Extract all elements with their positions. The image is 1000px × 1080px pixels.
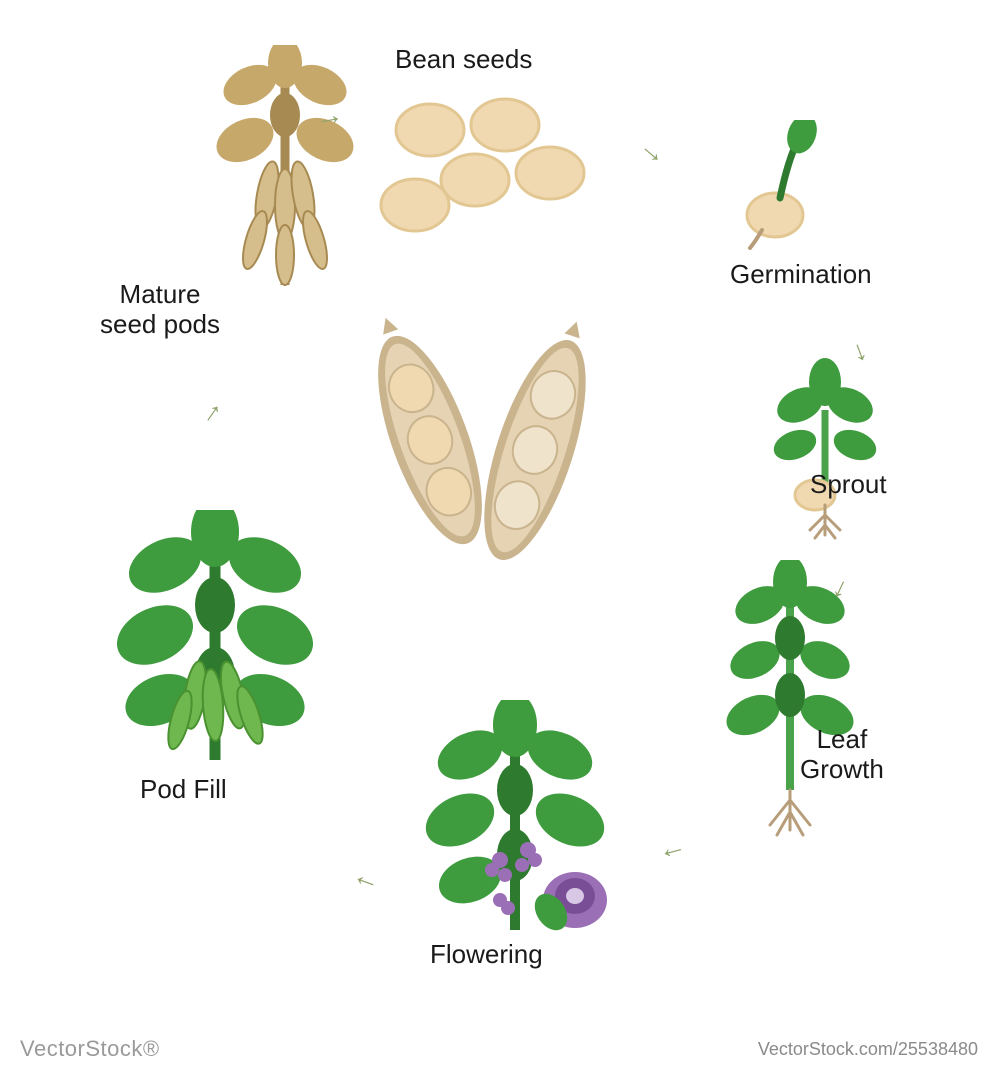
label-pod-fill: Pod Fill	[140, 775, 227, 805]
cycle-arrow-icon: →	[345, 866, 382, 906]
bean-seeds-icon	[370, 85, 590, 245]
flowering-icon	[400, 700, 640, 940]
germination-icon	[720, 120, 840, 250]
cycle-arrow-icon: →	[656, 837, 691, 875]
center-pods-icon	[360, 300, 640, 580]
watermark-text: VectorStock®	[20, 1036, 160, 1062]
mature-pods-icon	[185, 45, 385, 295]
cycle-arrow-icon: →	[188, 390, 230, 431]
label-flowering: Flowering	[430, 940, 543, 970]
label-bean-seeds: Bean seeds	[395, 45, 532, 75]
label-germination: Germination	[730, 260, 872, 290]
pod-fill-icon	[85, 510, 345, 770]
label-leaf-growth: Leaf Growth	[800, 725, 884, 785]
cycle-arrow-icon: →	[633, 130, 675, 173]
label-mature-pods: Mature seed pods	[100, 280, 220, 340]
label-sprout: Sprout	[810, 470, 887, 500]
cycle-arrow-icon: →	[312, 98, 345, 134]
sprout-icon	[755, 350, 895, 540]
image-id-text: VectorStock.com/25538480	[758, 1039, 978, 1060]
